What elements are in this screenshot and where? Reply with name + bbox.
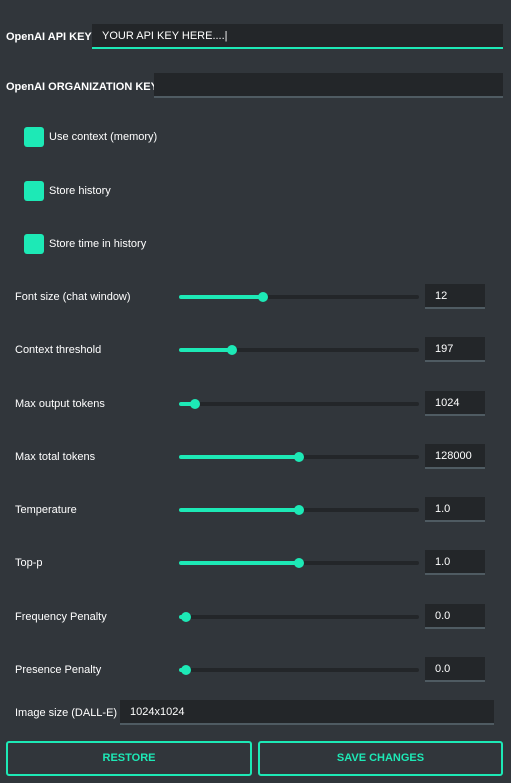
top-p-label: Top-p (15, 557, 43, 569)
top-p-slider-fill (179, 561, 299, 565)
font-size-slider[interactable] (179, 292, 419, 302)
api-key-input[interactable] (92, 24, 503, 49)
image-size-input[interactable] (120, 700, 494, 725)
top-p-slider-handle[interactable] (294, 558, 304, 568)
top-p-slider[interactable] (179, 558, 419, 568)
org-key-label: OpenAI ORGANIZATION KEY (6, 81, 158, 93)
max-output-tokens-value-input[interactable] (425, 391, 485, 416)
api-key-label: OpenAI API KEY (6, 31, 92, 43)
store-time-checkbox[interactable] (24, 234, 44, 254)
presence-penalty-value-input[interactable] (425, 657, 485, 682)
store-time-label: Store time in history (49, 238, 147, 250)
max-total-tokens-value-input[interactable] (425, 444, 485, 469)
max-output-tokens-slider-fill (179, 402, 195, 406)
max-output-tokens-slider[interactable] (179, 399, 419, 409)
context-threshold-slider[interactable] (179, 345, 419, 355)
temperature-label: Temperature (15, 504, 77, 516)
org-key-input[interactable] (154, 73, 503, 98)
use-context-label: Use context (memory) (49, 131, 158, 143)
temperature-slider-fill (179, 508, 299, 512)
temperature-value-input[interactable] (425, 497, 485, 522)
presence-penalty-label: Presence Penalty (15, 664, 102, 676)
temperature-slider-handle[interactable] (294, 505, 304, 515)
use-context-checkbox[interactable] (24, 127, 44, 147)
image-size-label: Image size (DALL-E) (15, 707, 118, 719)
max-total-tokens-slider-handle[interactable] (294, 452, 304, 462)
presence-penalty-slider-handle[interactable] (181, 665, 192, 675)
font-size-slider-fill (179, 295, 263, 299)
save-changes-button[interactable]: SAVE CHANGES (258, 741, 503, 776)
font-size-value-input[interactable] (425, 284, 485, 309)
frequency-penalty-label: Frequency Penalty (15, 611, 107, 623)
store-history-checkbox[interactable] (24, 181, 44, 201)
frequency-penalty-value-input[interactable] (425, 604, 485, 629)
context-threshold-slider-fill (179, 348, 232, 352)
max-total-tokens-label: Max total tokens (15, 451, 96, 463)
context-threshold-label: Context threshold (15, 344, 102, 356)
context-threshold-slider-handle[interactable] (226, 345, 237, 355)
font-size-label: Font size (chat window) (15, 291, 131, 303)
max-output-tokens-slider-handle[interactable] (189, 399, 200, 409)
max-total-tokens-slider[interactable] (179, 452, 419, 462)
font-size-slider-handle[interactable] (258, 292, 268, 302)
frequency-penalty-slider[interactable] (179, 612, 419, 622)
max-total-tokens-slider-fill (179, 455, 299, 459)
context-threshold-value-input[interactable] (425, 337, 485, 362)
top-p-value-input[interactable] (425, 550, 485, 575)
max-output-tokens-label: Max output tokens (15, 398, 105, 410)
temperature-slider[interactable] (179, 505, 419, 515)
store-history-label: Store history (49, 185, 111, 197)
restore-button[interactable]: RESTORE (6, 741, 252, 776)
frequency-penalty-slider-handle[interactable] (181, 612, 192, 622)
presence-penalty-slider[interactable] (179, 665, 419, 675)
